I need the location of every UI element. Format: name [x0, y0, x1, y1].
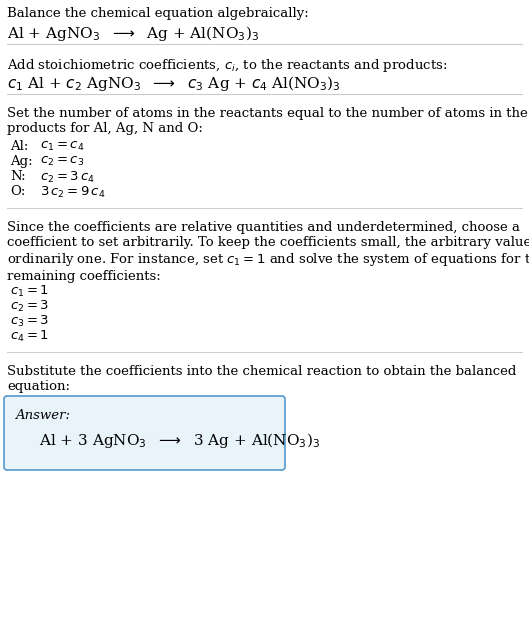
Text: $c_1 = 1$: $c_1 = 1$	[10, 284, 49, 299]
Text: $c_1$ Al + $c_2$ AgNO$_3$  $\longrightarrow$  $c_3$ Ag + $c_4$ Al(NO$_3$)$_3$: $c_1$ Al + $c_2$ AgNO$_3$ $\longrightarr…	[7, 74, 341, 93]
Text: Substitute the coefficients into the chemical reaction to obtain the balanced
eq: Substitute the coefficients into the che…	[7, 365, 516, 393]
Text: Ag:: Ag:	[10, 155, 33, 168]
Text: $c_3 = 3$: $c_3 = 3$	[10, 314, 49, 329]
Text: $c_4 = 1$: $c_4 = 1$	[10, 329, 49, 344]
Text: Set the number of atoms in the reactants equal to the number of atoms in the
pro: Set the number of atoms in the reactants…	[7, 107, 528, 135]
Text: $3\,c_2 = 9\,c_4$: $3\,c_2 = 9\,c_4$	[40, 185, 106, 200]
Text: $c_2 = 3\,c_4$: $c_2 = 3\,c_4$	[40, 170, 95, 185]
Text: Al + AgNO$_3$  $\longrightarrow$  Ag + Al(NO$_3$)$_3$: Al + AgNO$_3$ $\longrightarrow$ Ag + Al(…	[7, 24, 259, 43]
Text: Balance the chemical equation algebraically:: Balance the chemical equation algebraica…	[7, 7, 309, 20]
Text: $c_1 = c_4$: $c_1 = c_4$	[40, 140, 85, 153]
FancyBboxPatch shape	[4, 396, 285, 470]
Text: $c_2 = 3$: $c_2 = 3$	[10, 299, 49, 314]
Text: Al:: Al:	[10, 140, 29, 153]
Text: $c_2 = c_3$: $c_2 = c_3$	[40, 155, 84, 168]
Text: O:: O:	[10, 185, 25, 198]
Text: Al + 3 AgNO$_3$  $\longrightarrow$  3 Ag + Al(NO$_3$)$_3$: Al + 3 AgNO$_3$ $\longrightarrow$ 3 Ag +…	[39, 431, 320, 450]
Text: Since the coefficients are relative quantities and underdetermined, choose a
coe: Since the coefficients are relative quan…	[7, 221, 529, 283]
Text: Answer:: Answer:	[15, 409, 70, 422]
Text: N:: N:	[10, 170, 25, 183]
Text: Add stoichiometric coefficients, $c_i$, to the reactants and products:: Add stoichiometric coefficients, $c_i$, …	[7, 57, 448, 74]
